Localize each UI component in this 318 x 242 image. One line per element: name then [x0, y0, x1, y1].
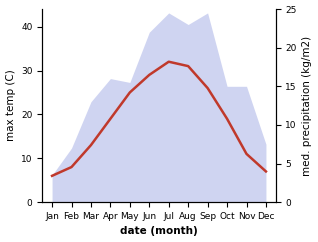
Y-axis label: med. precipitation (kg/m2): med. precipitation (kg/m2)	[302, 36, 313, 176]
Y-axis label: max temp (C): max temp (C)	[5, 70, 16, 142]
X-axis label: date (month): date (month)	[120, 227, 198, 236]
